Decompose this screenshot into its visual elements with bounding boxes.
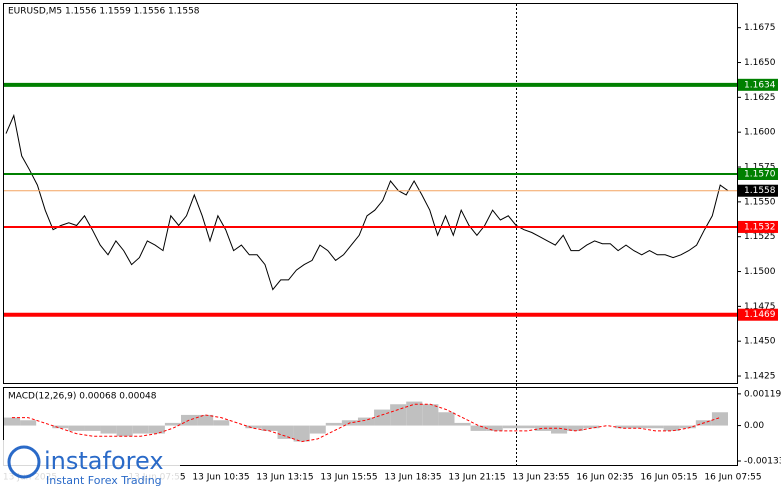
y-tick-label: 1.1650 (744, 58, 776, 68)
macd-bar (679, 425, 696, 429)
macd-bar (534, 425, 552, 431)
level-label-bg (738, 220, 778, 233)
macd-bar (116, 425, 133, 437)
logo-icon (7, 445, 41, 479)
logo: instaforex Instant Forex Trading (0, 440, 180, 489)
x-tick-label: 16 Jun 07:55 (704, 473, 761, 483)
macd-bar (148, 425, 165, 434)
y-tick-label: 1.1450 (744, 337, 776, 347)
current-price-label: 1.1558 (744, 186, 776, 196)
x-tick-label: 13 Jun 18:35 (384, 473, 441, 483)
macd-bar (406, 401, 423, 426)
level-label: 1.1469 (744, 310, 776, 320)
macd-bar (647, 425, 664, 429)
macd-bar (551, 425, 568, 434)
macd-bar (470, 425, 487, 431)
level-label-bg (738, 308, 778, 321)
y-tick-label: 1.1475 (744, 302, 776, 312)
x-tick-label: 13 Jun 21:15 (448, 473, 505, 483)
chart-title: EURUSD,M5 1.1556 1.1559 1.1556 1.1558 (8, 7, 200, 17)
level-label-bg (738, 167, 778, 180)
macd-bar (309, 425, 326, 434)
level-label: 1.1634 (744, 80, 776, 90)
macd-bar (132, 425, 149, 434)
main-layer: 1.16751.16501.16251.16001.15751.15501.15… (4, 23, 778, 382)
macd-y-tick-label: 0.00 (744, 421, 764, 431)
macd-bar (100, 425, 117, 434)
macd-layer: 0.00119 0.00 -0.00133 (4, 389, 781, 467)
macd-bar (245, 425, 262, 429)
macd-bar (197, 414, 214, 426)
x-tick-label: 13 Jun 13:15 (256, 473, 313, 483)
x-tick-label: 13 Jun 15:55 (320, 473, 377, 483)
y-tick-label: 1.1625 (744, 93, 776, 103)
macd-bar (261, 425, 278, 431)
x-tick-label: 13 Jun 10:35 (192, 473, 249, 483)
level-label: 1.1570 (744, 169, 776, 179)
level-label: 1.1532 (744, 222, 776, 232)
y-tick-label: 1.1575 (744, 163, 776, 173)
y-tick-label: 1.1500 (744, 267, 776, 277)
macd-signal (12, 403, 721, 443)
macd-bar (454, 422, 471, 426)
macd-bar (357, 417, 375, 426)
logo-tagline: Instant Forex Trading (46, 474, 162, 487)
macd-bar (631, 425, 648, 429)
level-label-bg (738, 78, 778, 91)
current-price-bg (738, 184, 778, 197)
macd-bar (502, 425, 519, 429)
logo-name: instaforex (44, 447, 164, 475)
main-panel (3, 3, 738, 384)
macd-title: MACD(12,26,9) 0.00068 0.00048 (8, 392, 157, 402)
macd-bar (374, 409, 391, 426)
macd-bar (84, 425, 101, 431)
macd-bar (52, 425, 69, 429)
y-tick-label: 1.1525 (744, 232, 776, 242)
macd-panel (3, 387, 738, 466)
macd-y-tick-label: -0.00133 (744, 457, 781, 467)
macd-bar (711, 412, 728, 426)
macd-bar (422, 404, 439, 426)
y-tick-label: 1.1600 (744, 128, 776, 138)
macd-bar (567, 425, 584, 431)
macd-bar (293, 425, 310, 442)
macd-bar (390, 404, 407, 426)
y-tick-label: 1.1675 (744, 23, 776, 33)
x-tick-label: 16 Jun 02:35 (576, 473, 633, 483)
macd-y-tick-label: 0.00119 (744, 389, 781, 399)
macd-bar (68, 425, 85, 431)
macd-bar (583, 425, 600, 429)
macd-bar (438, 412, 455, 426)
macd-bar (325, 422, 342, 426)
macd-bar (663, 425, 680, 431)
x-tick-label: 16 Jun 05:15 (640, 473, 697, 483)
macd-bar (615, 425, 632, 429)
macd-bar (164, 422, 181, 426)
x-tick-label: 13 Jun 23:55 (512, 473, 569, 483)
price-line (5, 113, 729, 291)
y-tick-label: 1.1425 (744, 372, 776, 382)
macd-bar (486, 425, 503, 431)
macd-bar (20, 420, 37, 426)
macd-bar (4, 417, 21, 426)
macd-bar (518, 425, 535, 429)
y-tick-label: 1.1550 (744, 197, 776, 207)
macd-bar (213, 420, 230, 426)
macd-bar (277, 425, 294, 439)
